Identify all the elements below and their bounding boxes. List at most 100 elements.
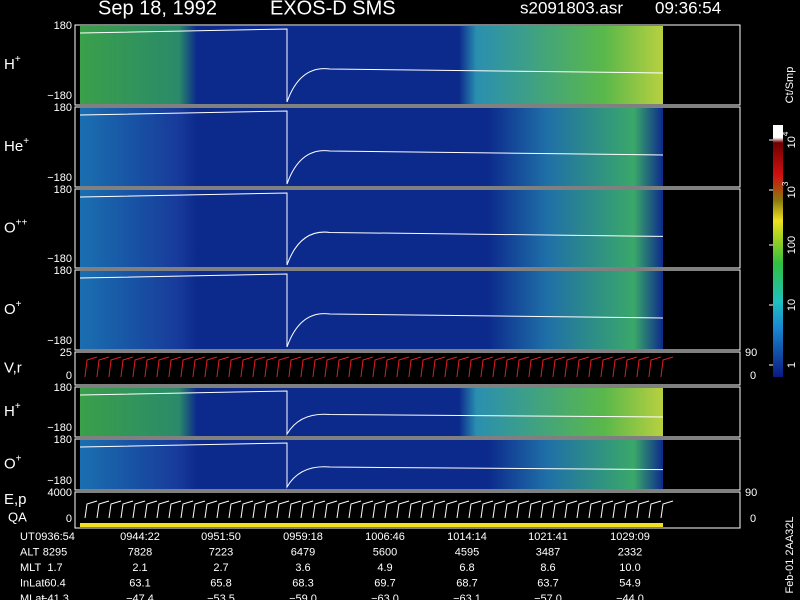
cell: 1029:09 <box>610 531 650 543</box>
cell: 2.7 <box>213 562 228 574</box>
axis-bottom: 0 <box>66 370 72 382</box>
trace <box>84 356 674 378</box>
cell: 63.7 <box>537 577 558 589</box>
panel-frame <box>74 188 741 269</box>
panel-label: O+ <box>4 299 22 318</box>
row-label: InLat <box>20 577 44 589</box>
panel-plot <box>80 271 663 349</box>
cell: 0944:22 <box>120 531 160 543</box>
axis-top: 4000 <box>48 487 72 499</box>
cell: 1006:46 <box>365 531 405 543</box>
date: Sep 18, 1992 <box>98 0 217 19</box>
trace <box>79 390 664 436</box>
panel-label-sup: ++ <box>16 217 28 228</box>
panel-label-sup: + <box>15 401 21 412</box>
colorbar-label-base: 10 <box>786 299 798 311</box>
colorbar-title: Ct/Smp <box>784 67 796 104</box>
panel-plot <box>80 388 663 436</box>
cell: 4595 <box>455 546 479 558</box>
colorbar-label: 103 <box>781 181 798 198</box>
cell: 1014:14 <box>447 531 487 543</box>
colorbar-label: 104 <box>781 131 798 148</box>
panel-label: O+ <box>4 453 22 472</box>
colorbar-label-base: 10 <box>786 186 798 198</box>
cell: 6.8 <box>459 562 474 574</box>
axis-top: 25 <box>60 347 72 359</box>
cell: 54.9 <box>619 577 640 589</box>
trace <box>79 28 664 103</box>
panel-label-base: He <box>4 138 23 155</box>
panel-frame <box>74 106 741 188</box>
panel-label-base: H <box>4 403 15 420</box>
panel-frame <box>74 386 741 438</box>
cell: −63.0 <box>371 593 399 600</box>
panel-label-sup: + <box>16 453 22 464</box>
panel-frame <box>74 269 741 351</box>
cell: 6479 <box>291 546 315 558</box>
panel-frame <box>74 24 741 106</box>
panel-label-sup: + <box>23 136 29 147</box>
row-label: ALT <box>20 546 40 558</box>
panel-plot <box>80 440 663 489</box>
panel-label-base: V,r <box>4 359 22 376</box>
colorbar <box>773 125 783 377</box>
panel-label-sup: + <box>16 299 22 310</box>
axis-bottom: 0 <box>66 513 72 525</box>
cell: 0936:54 <box>35 531 75 543</box>
panel-label-base: H <box>4 56 15 73</box>
panel-label: O++ <box>4 217 28 236</box>
cell: 8.6 <box>540 562 555 574</box>
row-label: MLT <box>20 562 41 574</box>
panel-plot <box>80 26 663 104</box>
panel-label-base: O <box>4 219 16 236</box>
axis-top: 180 <box>54 184 72 196</box>
colorbar-label: 100 <box>786 236 798 254</box>
colorbar-label-sup: 3 <box>781 181 790 186</box>
axis-bottom: −180 <box>47 422 72 434</box>
trace <box>79 110 664 185</box>
cell: 60.4 <box>44 577 65 589</box>
panel-label: H+ <box>4 401 21 420</box>
axis-right-top: 90 <box>745 487 757 499</box>
axis-bottom: −180 <box>47 475 72 487</box>
panel-label: H+ <box>4 54 21 73</box>
axis-right-top: 90 <box>745 347 757 359</box>
cell: −59.0 <box>289 593 317 600</box>
panel-plot <box>80 493 663 527</box>
axis-bottom: −180 <box>47 335 72 347</box>
row-label: UT <box>20 531 35 543</box>
axis-bottom: −180 <box>47 253 72 265</box>
panel-label-base: O <box>4 301 16 318</box>
cell: 2.1 <box>132 562 147 574</box>
colorbar-label-base: 100 <box>786 236 798 254</box>
colorbar-label: 1 <box>786 362 798 368</box>
axis-top: 180 <box>54 265 72 277</box>
axis-bottom: −180 <box>47 172 72 184</box>
panel-label: V,r <box>4 359 22 376</box>
cell: 4.9 <box>377 562 392 574</box>
axis-bottom: −180 <box>47 90 72 102</box>
colorbar-label-sup: 4 <box>781 131 790 136</box>
cell: −53.5 <box>207 593 235 600</box>
trace <box>84 500 674 519</box>
axis-top: 180 <box>54 20 72 32</box>
panel-frame <box>74 491 741 529</box>
cell: 69.7 <box>374 577 395 589</box>
cell: 1021:41 <box>528 531 568 543</box>
panel-frame <box>74 351 741 386</box>
cell: −63.1 <box>453 593 481 600</box>
panel-label: E,p <box>4 491 27 508</box>
cell: 3487 <box>536 546 560 558</box>
cell: −57.0 <box>534 593 562 600</box>
panel-plot <box>80 108 663 186</box>
side-note: Feb-01 2AA32L <box>784 516 796 593</box>
cell: 0959:18 <box>283 531 323 543</box>
cell: 68.7 <box>456 577 477 589</box>
row-label: MLat <box>20 593 44 600</box>
cell: 5600 <box>373 546 397 558</box>
panel-label: QA <box>8 509 27 524</box>
cell: 3.6 <box>295 562 310 574</box>
panel-label-base: O <box>4 455 16 472</box>
